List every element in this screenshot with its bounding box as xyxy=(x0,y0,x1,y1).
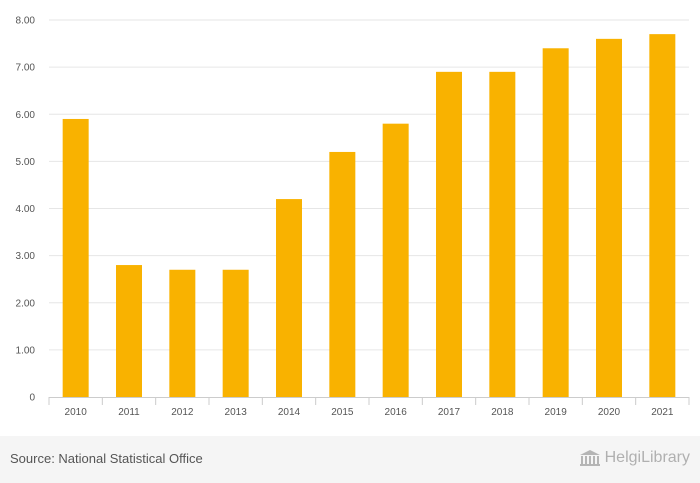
x-tick-label: 2015 xyxy=(331,407,354,418)
y-tick-label: 7.00 xyxy=(16,63,36,74)
bars xyxy=(62,34,676,398)
bar-2011 xyxy=(116,265,142,397)
y-tick-label: 6.00 xyxy=(16,110,36,121)
y-tick-label: 8.00 xyxy=(16,16,36,27)
x-tick-label: 2021 xyxy=(651,407,674,418)
bar-2013 xyxy=(222,269,249,397)
y-tick-label: 4.00 xyxy=(16,204,36,215)
bar-chart: 01.002.003.004.005.006.007.008.00 2010 20… xyxy=(16,16,690,418)
bar-2019 xyxy=(542,48,569,398)
x-tick-label: 2010 xyxy=(65,407,88,418)
bar-2014 xyxy=(276,199,302,397)
y-tick-label: 0 xyxy=(29,393,35,404)
x-tick-label: 2020 xyxy=(598,407,621,418)
x-tick-label: 2016 xyxy=(385,407,408,418)
x-tick-label: 2012 xyxy=(171,407,194,418)
bar-2010 xyxy=(62,118,89,398)
y-axis: 0 1.00 2.00 3.00 4.00 5.00 6.00 7.00 8.00 xyxy=(16,16,36,404)
chart-footer: Source: National Statistical Office Helg… xyxy=(0,436,700,483)
bar-2012 xyxy=(169,269,196,397)
library-building-icon xyxy=(579,450,600,466)
x-tick-label: 2011 xyxy=(118,407,140,418)
y-tick-label: 1.00 xyxy=(16,345,36,356)
bar-2017 xyxy=(436,71,462,398)
x-axis: 2010 2011 2012 2013 2014 2015 2016 2017 2018 2019… xyxy=(48,397,690,418)
helgi-library-logo: HelgiLibrary xyxy=(579,449,690,467)
bar-2020 xyxy=(596,38,622,397)
bar-2016 xyxy=(382,123,409,398)
source-note: Source: National Statistical Office xyxy=(10,451,203,466)
bar-2018 xyxy=(489,71,516,398)
x-tick-label: 2019 xyxy=(545,407,568,418)
y-tick-label: 5.00 xyxy=(16,157,36,168)
x-tick-label: 2018 xyxy=(491,407,514,418)
x-tick-label: 2013 xyxy=(225,407,248,418)
bar-2015 xyxy=(329,151,356,397)
logo-text: HelgiLibrary xyxy=(604,449,690,466)
x-tick-label: 2017 xyxy=(438,407,461,418)
bar-2021 xyxy=(649,34,676,397)
gridlines xyxy=(49,19,689,351)
x-tick-label: 2014 xyxy=(278,407,301,418)
y-tick-label: 3.00 xyxy=(16,251,36,262)
y-tick-label: 2.00 xyxy=(16,298,36,309)
